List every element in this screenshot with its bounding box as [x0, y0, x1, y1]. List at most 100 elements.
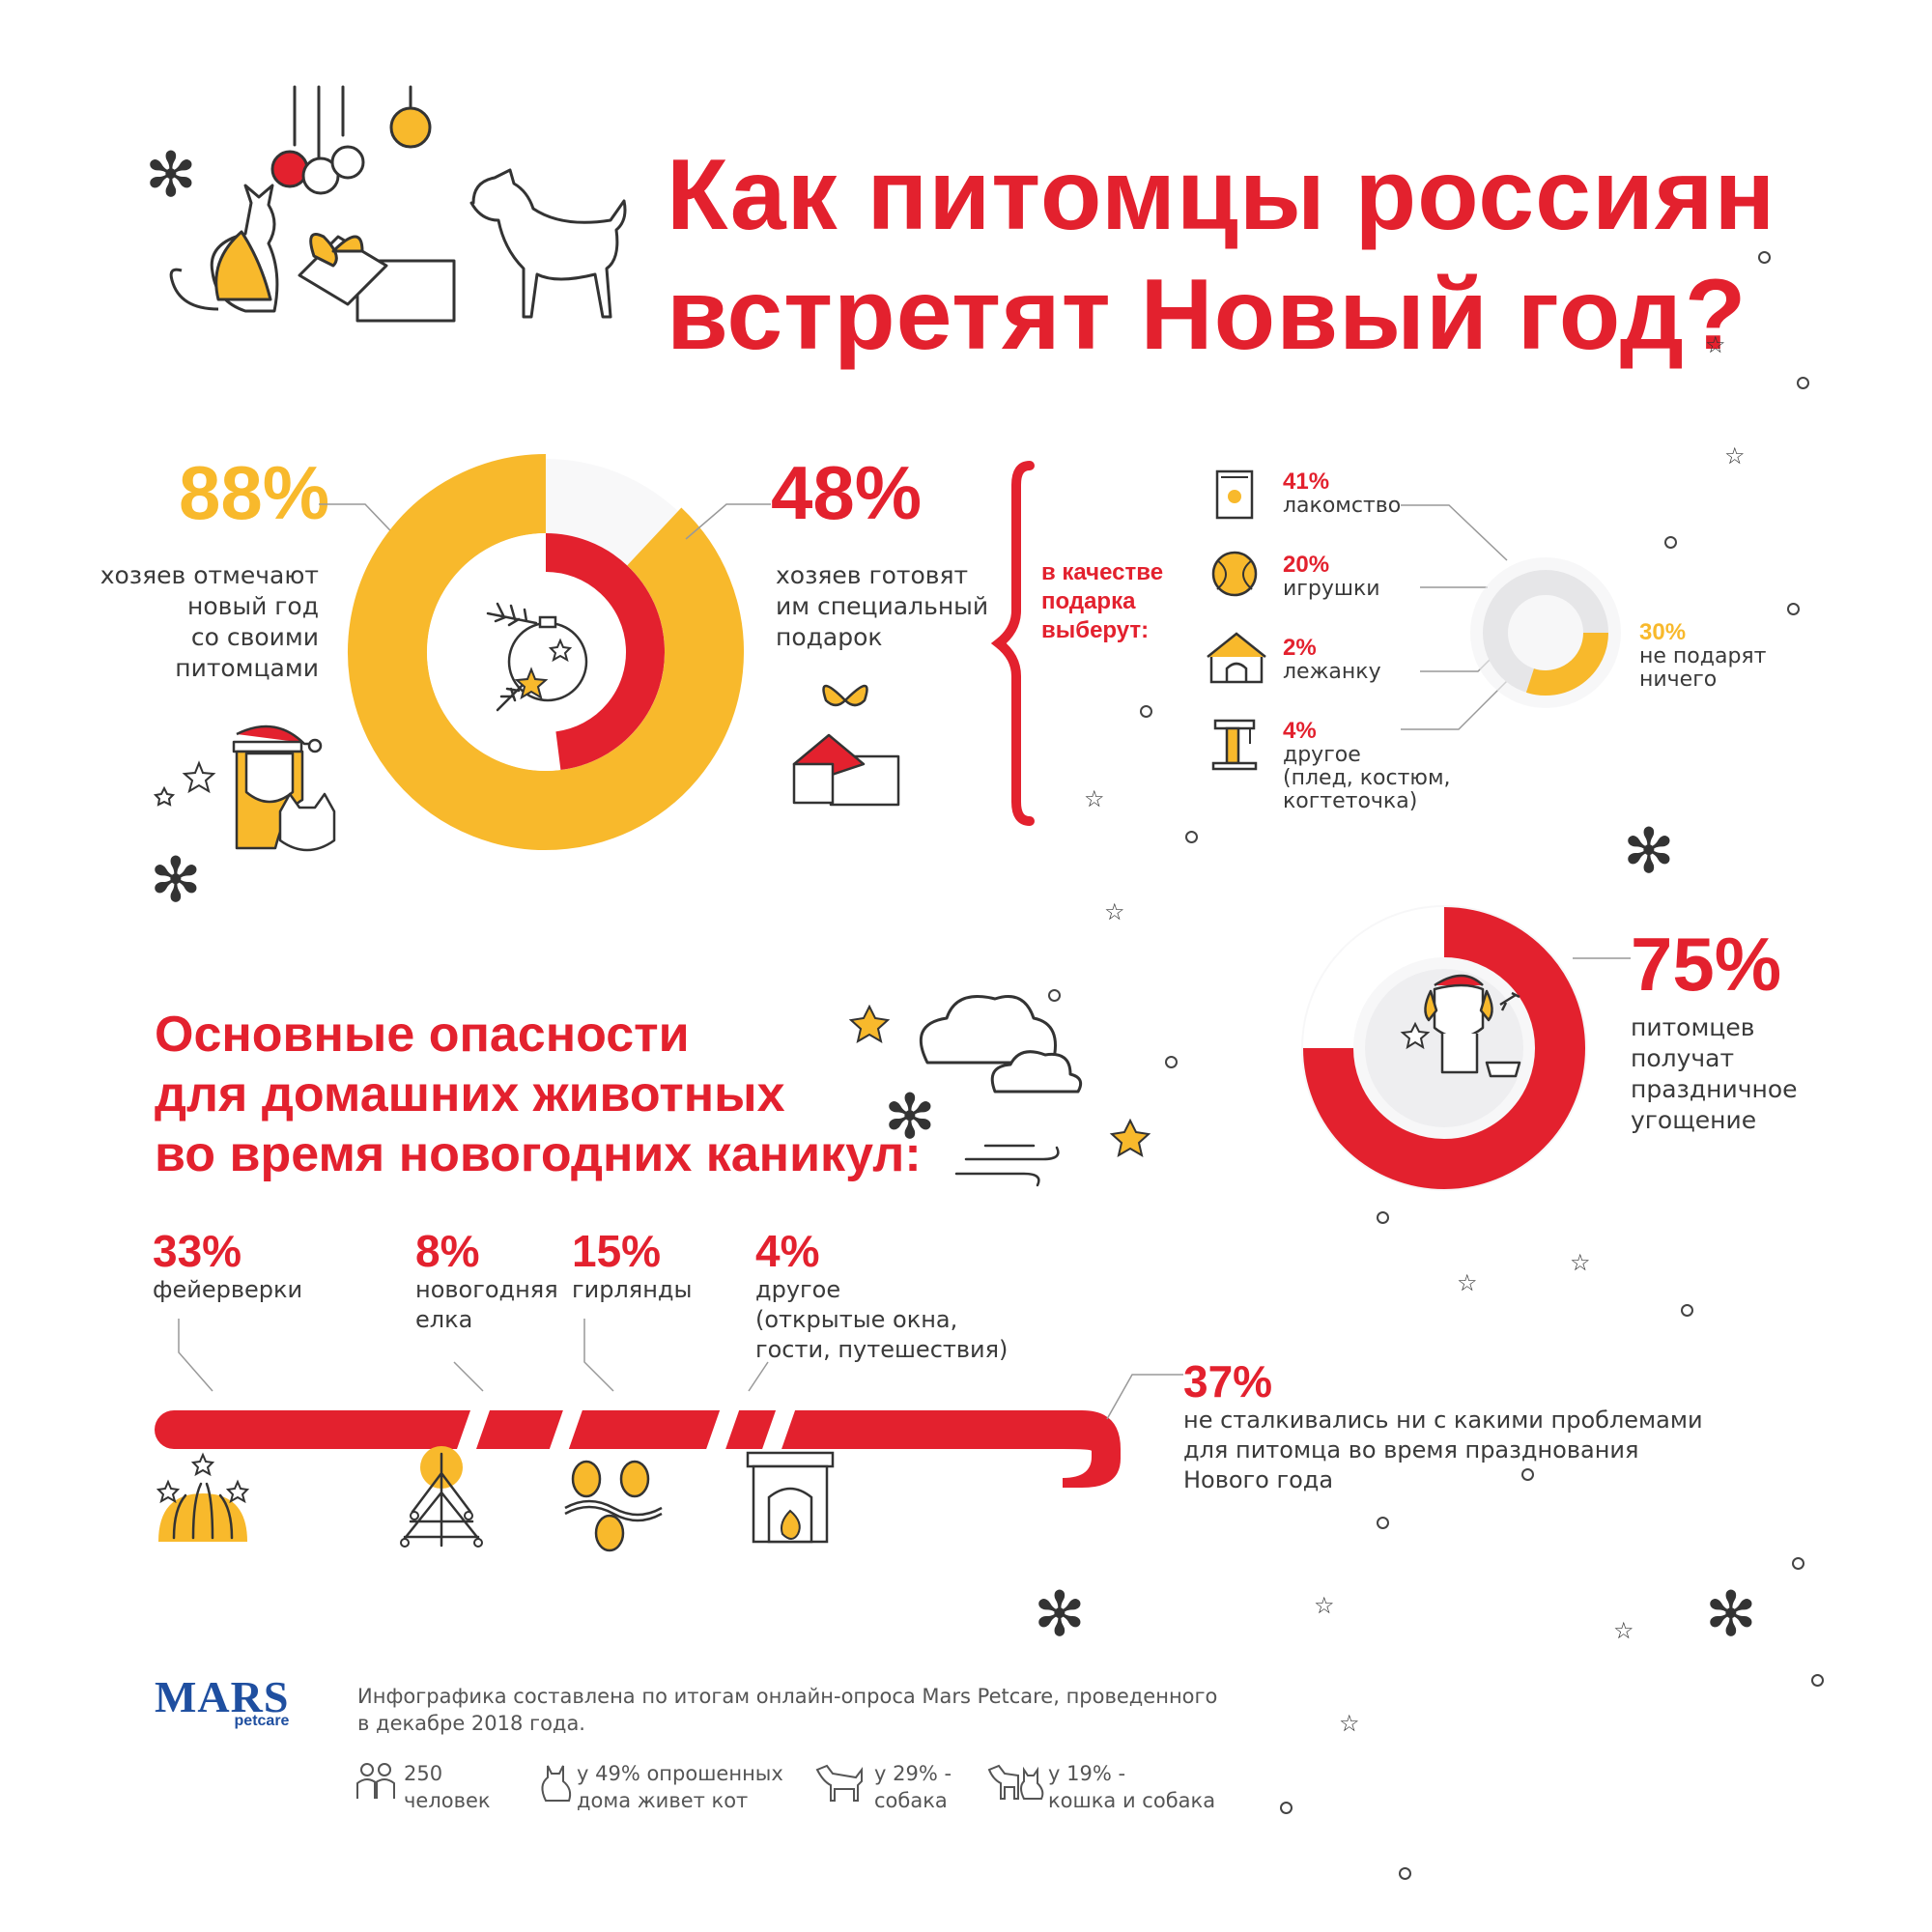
survey-note: Инфографика составлена по итогам онлайн-… — [357, 1683, 1217, 1737]
dangers-bar-chart — [155, 1410, 1121, 1488]
logo-mars: MARS — [155, 1672, 290, 1721]
donut-segment-celebrate — [348, 454, 744, 850]
gift-item-value: 4% — [1283, 718, 1317, 744]
snowflake-icon: ✻ — [1623, 816, 1675, 888]
weather-illustration — [848, 995, 1151, 1187]
title-line: для домашних животных — [155, 1066, 785, 1122]
fact-cat: у 49% опрошенных дома живет кот — [577, 1760, 783, 1814]
no-gift-label: не подарят — [1639, 644, 1767, 668]
fireworks-icon — [156, 1452, 250, 1542]
fact-line: у 29% - — [874, 1762, 952, 1785]
gift-item-label: когтеточка) — [1283, 789, 1418, 813]
fact-line: у 19% - — [1048, 1762, 1126, 1785]
header-line: в качестве — [1041, 559, 1164, 585]
dot-icon — [1521, 1468, 1534, 1481]
star-icon: ☆ — [1457, 1269, 1478, 1296]
caption-line: питомцами — [175, 654, 319, 682]
garland-icon — [564, 1460, 663, 1552]
danger-none-label: для питомца во время празднования — [1183, 1436, 1639, 1463]
header-line: выберут: — [1041, 617, 1150, 643]
cat-icon — [541, 1765, 572, 1802]
dot-icon — [1787, 603, 1800, 615]
treat-bag-icon — [1215, 469, 1254, 520]
mars-petcare-logo: MARS petcare — [155, 1672, 290, 1730]
dot-icon — [1792, 1557, 1804, 1570]
caption-line: хозяев готовят — [776, 561, 969, 589]
danger-label: новогодняя — [415, 1276, 558, 1303]
fact-line: у 49% опрошенных — [577, 1762, 783, 1785]
donut-chart-gift-choice — [1470, 557, 1621, 708]
stat-gift-value: 48% — [771, 450, 923, 535]
star-icon: ☆ — [1084, 785, 1105, 812]
dot-icon — [1758, 251, 1771, 264]
caption-line: хозяев отмечают — [99, 561, 319, 589]
header-line: подарка — [1041, 588, 1136, 614]
danger-value: 8% — [415, 1226, 480, 1276]
caption-line: праздничное — [1631, 1075, 1798, 1103]
caption-line: со своими — [190, 623, 319, 651]
leader-line — [1573, 957, 1631, 959]
gift-item-value: 41% — [1283, 469, 1330, 495]
danger-none-value: 37% — [1183, 1356, 1273, 1406]
caption-line: подарок — [776, 623, 883, 651]
snowflake-icon: ✻ — [1034, 1579, 1086, 1651]
fact-line: человек — [404, 1789, 491, 1812]
scratching-post-icon — [1211, 719, 1258, 771]
dog-icon — [815, 1764, 863, 1802]
caption-line: новый год — [186, 592, 319, 620]
dangers-title: Основные опасности для домашних животных… — [155, 1005, 922, 1184]
stat-celebrate-block: 88% — [179, 454, 329, 531]
dot-icon — [1165, 1056, 1178, 1068]
bracket — [990, 461, 1035, 826]
danger-none-label: не сталкивались ни с какими проблемами — [1183, 1406, 1703, 1434]
gift-item-bed: 2% лежанку — [1283, 636, 1381, 684]
gift-item-value: 20% — [1283, 552, 1330, 578]
fact-dog: у 29% - собака — [874, 1760, 952, 1814]
danger-value: 4% — [755, 1226, 820, 1276]
doghouse-icon — [1207, 632, 1266, 684]
dot-icon — [1377, 1517, 1389, 1529]
dog-with-bowl-icon — [1400, 974, 1521, 1078]
star-icon: ☆ — [1724, 442, 1746, 469]
donut-segment-gift — [545, 533, 665, 771]
gift-item-label: (плед, костюм, — [1283, 766, 1451, 790]
logo-petcare: petcare — [234, 1713, 290, 1729]
christmas-ornament-icon — [486, 602, 588, 712]
note-line: Инфографика составлена по итогам онлайн-… — [357, 1685, 1218, 1708]
title-line-1: Как питомцы россиян — [667, 139, 1776, 251]
title-line: во время новогодних каникул: — [155, 1126, 922, 1182]
danger-label: (открытые окна, — [755, 1306, 958, 1333]
danger-none-label: Нового года — [1183, 1466, 1334, 1493]
snowflake-icon: ✻ — [884, 1082, 936, 1153]
fact-line: дома живет кот — [577, 1789, 749, 1812]
no-gift-label: ничего — [1639, 668, 1718, 692]
christmas-tree-icon — [400, 1446, 483, 1548]
donut-segment-treat — [1303, 907, 1585, 1189]
gift-box-icon — [792, 684, 900, 807]
note-line: в декабре 2018 года. — [357, 1712, 585, 1735]
star-icon: ☆ — [1339, 1710, 1360, 1737]
danger-label: гости, путешествия) — [755, 1336, 1009, 1363]
no-gift-value: 30% — [1639, 619, 1687, 645]
fact-line: собака — [874, 1789, 948, 1812]
gift-item-toys: 20% игрушки — [1283, 553, 1380, 601]
caption-line: угощение — [1631, 1106, 1757, 1134]
danger-label: другое — [755, 1276, 841, 1303]
fact-people: 250 человек — [404, 1760, 491, 1814]
dot-icon — [1377, 1211, 1389, 1224]
danger-label: фейерверки — [153, 1276, 303, 1303]
fact-cat-and-dog: у 19% - кошка и собака — [1048, 1760, 1215, 1814]
fireplace-icon — [746, 1451, 835, 1544]
stat-treat-value: 75% — [1631, 922, 1782, 1007]
danger-none-block: 37% не сталкивались ни с какими проблема… — [1183, 1357, 1703, 1495]
woman-with-dog-icon — [153, 724, 336, 852]
stat-celebrate-caption: хозяев отмечают новый год со своими пито… — [77, 560, 319, 684]
danger-item-other: 4% другое (открытые окна, гости, путешес… — [755, 1227, 1008, 1365]
fact-line: кошка и собака — [1048, 1789, 1216, 1812]
caption-line: получат — [1631, 1044, 1735, 1072]
star-icon: ☆ — [1104, 898, 1125, 925]
danger-label: елка — [415, 1306, 473, 1333]
star-icon: ☆ — [1314, 1592, 1335, 1619]
stat-celebrate-value: 88% — [179, 450, 330, 535]
danger-item-fireworks: 33% фейерверки — [153, 1227, 302, 1305]
